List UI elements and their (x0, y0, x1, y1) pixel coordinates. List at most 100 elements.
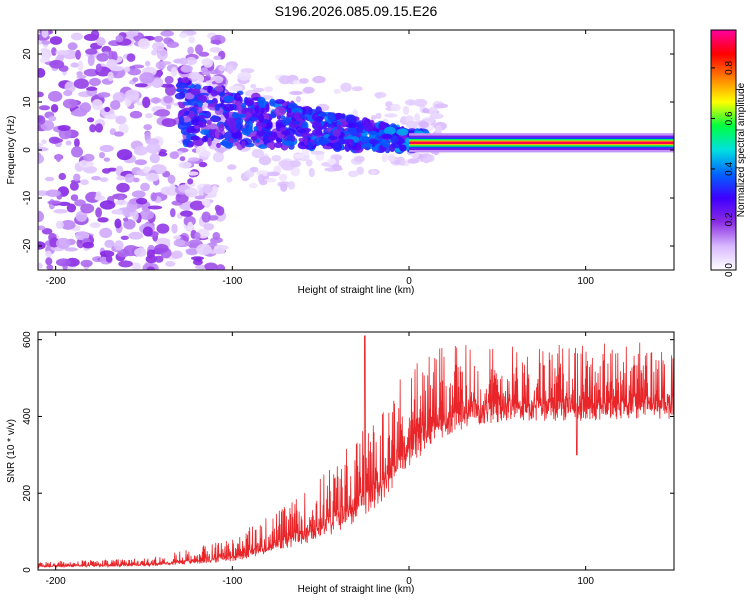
colorbar-tick-label: 0.0 (724, 263, 735, 277)
noise-blob (41, 228, 53, 235)
faint-blob (310, 150, 325, 155)
faint-blob (289, 90, 303, 96)
noise-blob (166, 41, 179, 48)
band-blob (244, 97, 254, 107)
noise-blob (95, 191, 102, 201)
noise-blob (70, 32, 83, 41)
noise-blob (116, 175, 126, 181)
noise-blob (82, 241, 94, 249)
noise-blob (49, 36, 63, 45)
noise-blob (169, 151, 180, 159)
band-blob (182, 138, 191, 146)
noise-blob (134, 159, 147, 166)
noise-blob (38, 262, 43, 269)
spectrogram-y-tick-label: 10 (22, 96, 33, 108)
noise-blob (155, 61, 166, 70)
faint-blob (406, 120, 418, 129)
band-blob (198, 114, 206, 120)
faint-blob (250, 83, 257, 89)
noise-blob (41, 40, 51, 45)
band-blob (250, 136, 258, 141)
noise-blob (49, 59, 65, 69)
noise-blob (48, 115, 57, 122)
noise-blob (178, 32, 188, 39)
band-blob (298, 137, 304, 142)
noise-blob (126, 53, 136, 62)
band-blob (399, 144, 407, 152)
noise-blob (204, 262, 218, 270)
noise-blob (161, 118, 177, 128)
band-blob (315, 106, 322, 115)
noise-blob (145, 60, 151, 67)
faint-blob (201, 198, 211, 207)
noise-blob (120, 235, 129, 240)
noise-blob (116, 182, 130, 193)
noise-blob (150, 97, 162, 104)
noise-blob (209, 69, 219, 75)
spectrogram-y-tick-label: -10 (22, 190, 33, 205)
band-blob (381, 133, 393, 139)
noise-blob (151, 77, 164, 88)
spectrogram-y-label: Frequency (Hz) (6, 116, 17, 185)
noise-blob (145, 172, 160, 182)
band-blob (293, 111, 300, 120)
noise-blob (210, 39, 222, 45)
faint-blob (257, 173, 265, 183)
snr-x-tick-label: 0 (406, 576, 412, 587)
spectrogram-y-tick-label: 20 (22, 48, 33, 60)
band-blob (332, 142, 343, 151)
noise-blob (149, 153, 160, 164)
band-blob (312, 121, 323, 130)
faint-blob (258, 156, 272, 166)
noise-blob (106, 59, 118, 69)
noise-blob (153, 111, 166, 116)
noise-blob (124, 173, 135, 183)
noise-blob (187, 221, 194, 231)
spectrogram-y-tick-label: 0 (22, 147, 33, 153)
faint-blob (214, 77, 223, 84)
noise-blob (167, 174, 176, 184)
band-blob (300, 107, 307, 115)
noise-blob (45, 250, 52, 258)
snr-frame (37, 331, 675, 571)
noise-blob (86, 86, 98, 91)
faint-blob (187, 171, 199, 176)
noise-blob (79, 102, 92, 113)
band-blob (210, 89, 218, 97)
faint-blob (218, 65, 225, 72)
noise-blob (50, 104, 59, 113)
steady-line-layer (409, 141, 674, 144)
spectrogram-y-tick-label: -20 (22, 238, 33, 253)
noise-blob (142, 166, 152, 174)
faint-blob (418, 121, 430, 129)
noise-blob (89, 77, 101, 87)
noise-blob (185, 248, 199, 256)
noise-blob (129, 110, 143, 119)
band-blob (333, 113, 343, 120)
band-blob (307, 107, 313, 116)
faint-blob (402, 105, 410, 115)
band-blob (206, 119, 212, 125)
noise-blob (70, 110, 87, 117)
noise-blob (143, 124, 152, 131)
noise-blob (175, 192, 189, 204)
band-blob (218, 123, 225, 132)
noise-blob (163, 95, 173, 104)
noise-blob (139, 209, 155, 220)
band-blob (205, 99, 214, 104)
noise-blob (118, 123, 129, 134)
band-blob (332, 129, 341, 137)
band-blob (202, 135, 208, 143)
spectrogram-x-tick-label: -100 (222, 276, 242, 287)
faint-blob (340, 82, 352, 93)
band-blob (231, 112, 239, 119)
chart-title: S196.2026.085.09.15.E26 (275, 3, 438, 19)
faint-blob (179, 57, 188, 66)
noise-blob (113, 131, 124, 137)
faint-blob (370, 169, 377, 175)
noise-blob (170, 208, 176, 218)
noise-blob (104, 114, 118, 120)
noise-blob (51, 47, 57, 56)
faint-blob (384, 113, 398, 118)
